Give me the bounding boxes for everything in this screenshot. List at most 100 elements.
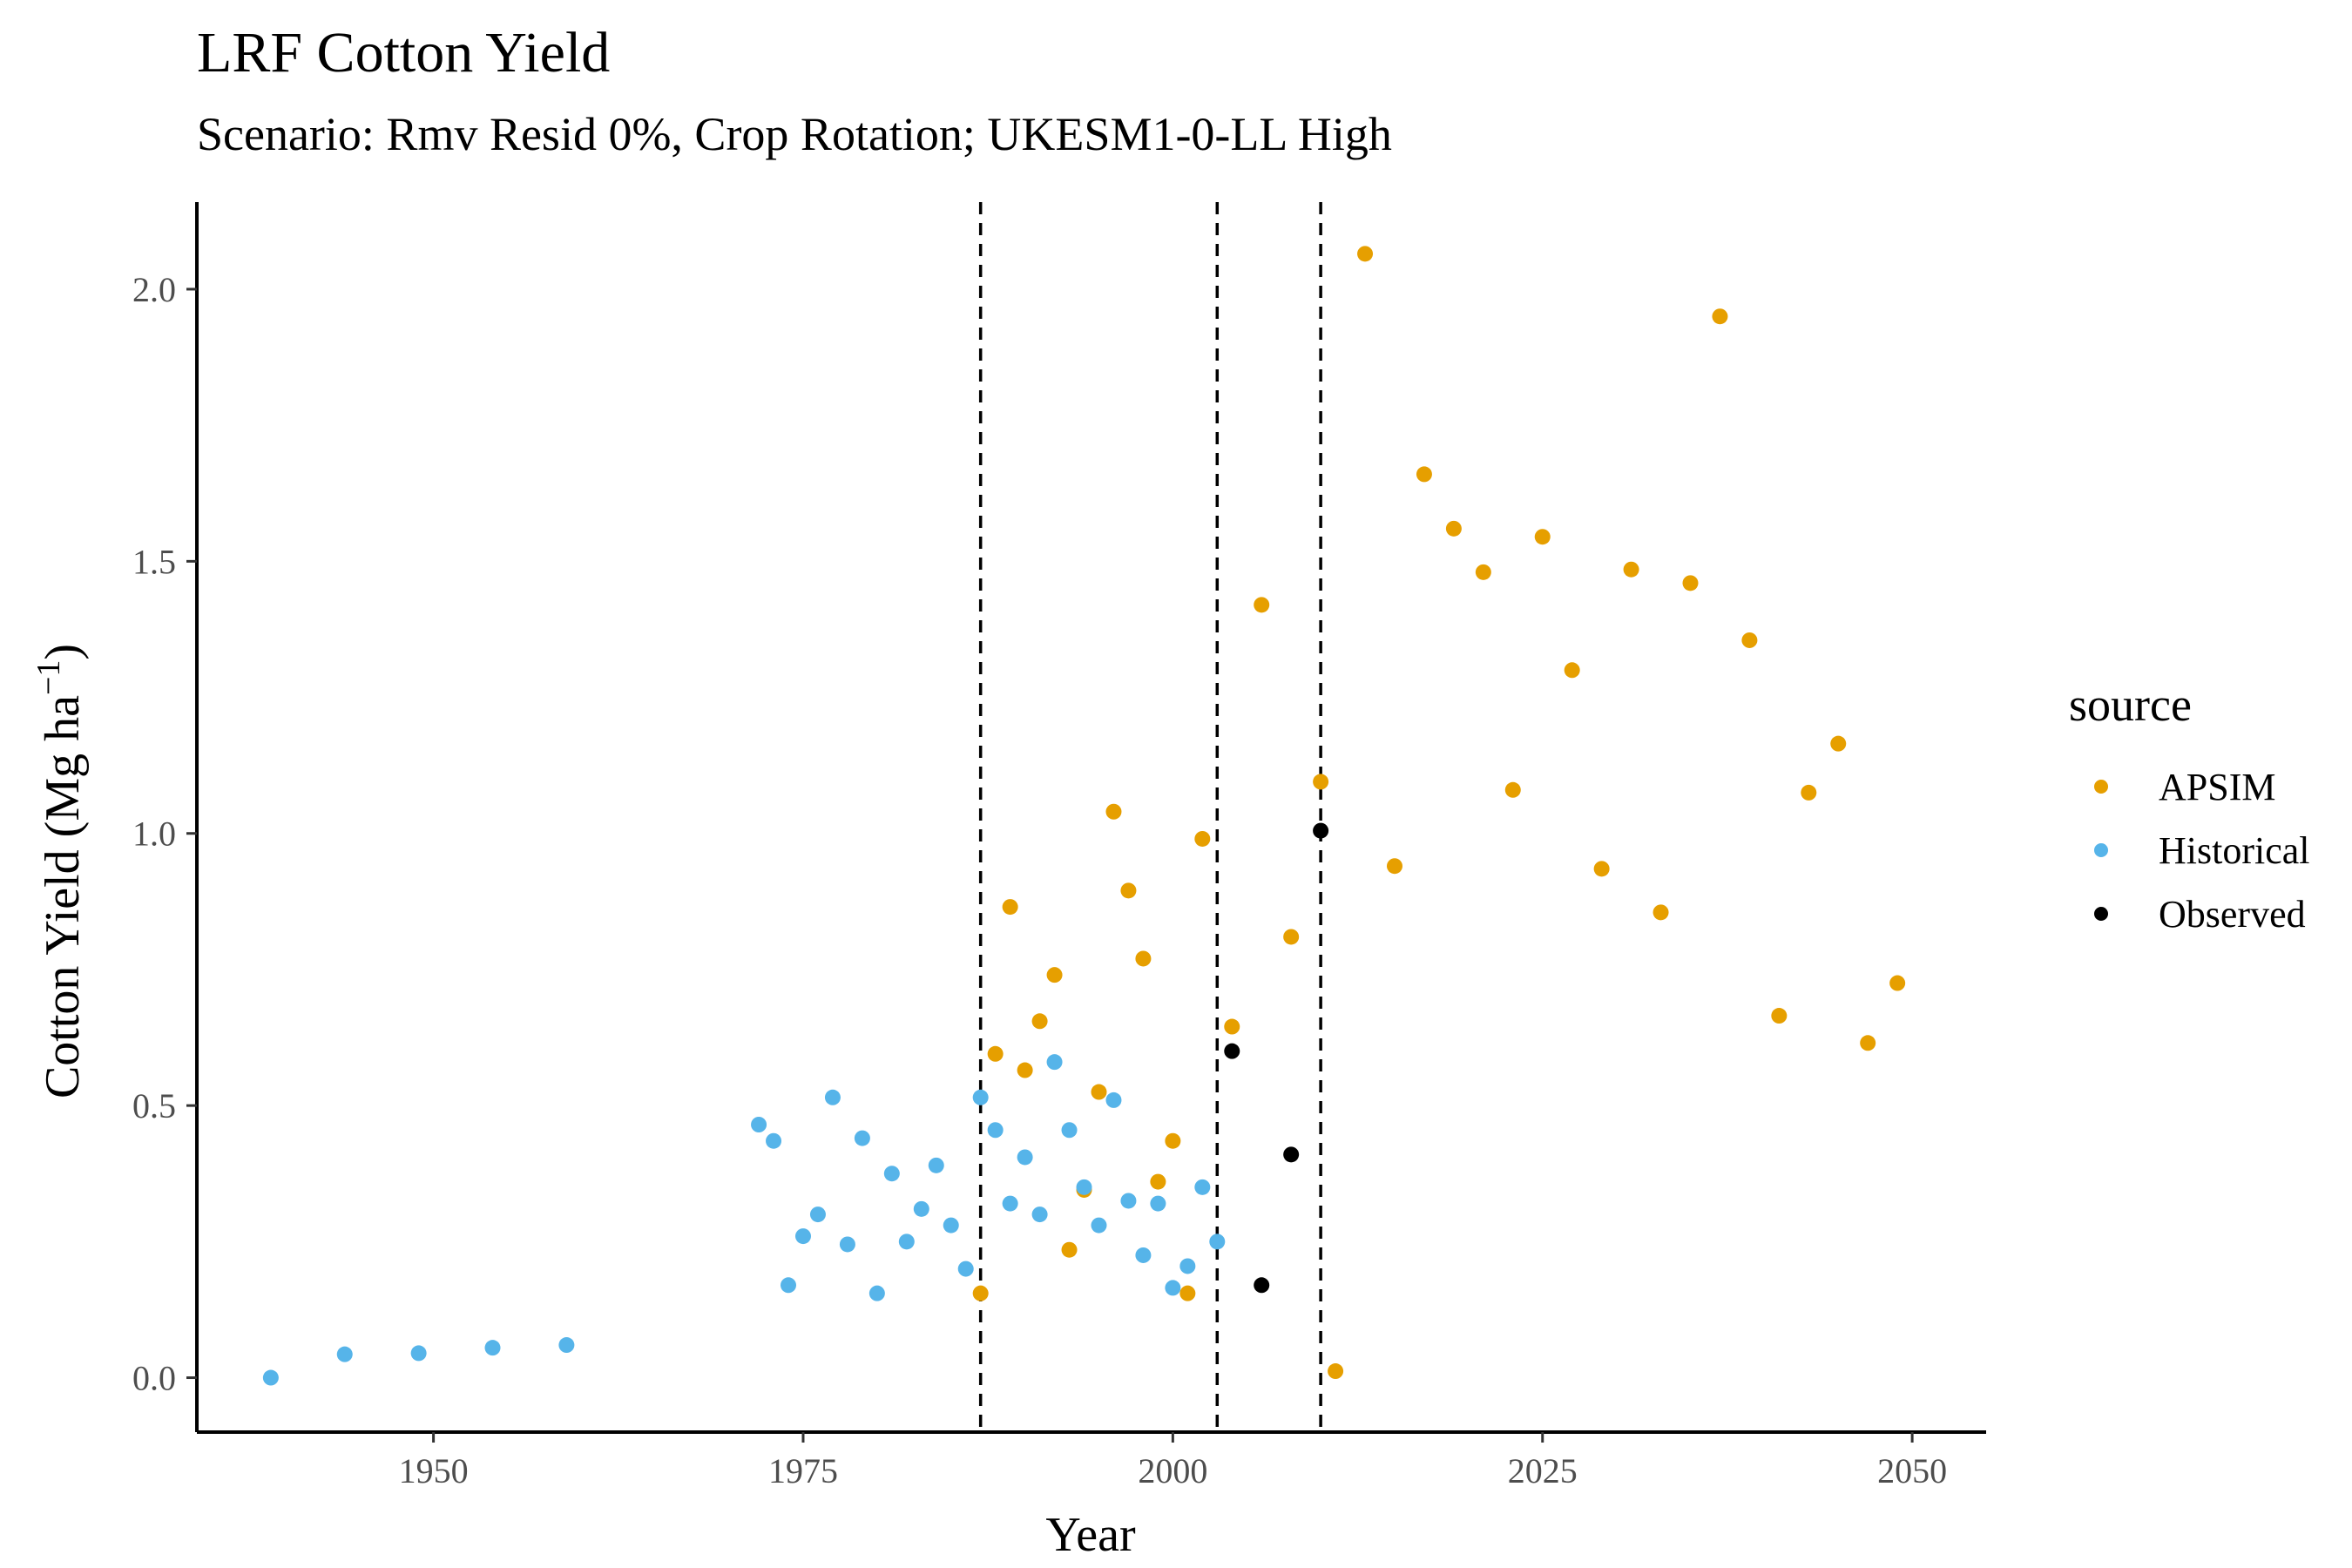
historical-point bbox=[809, 1206, 826, 1223]
apsim-point bbox=[1120, 882, 1137, 899]
historical-point bbox=[751, 1117, 767, 1132]
historical-point bbox=[883, 1166, 900, 1182]
apsim-point bbox=[1194, 830, 1211, 847]
historical-point bbox=[766, 1132, 782, 1149]
apsim-point bbox=[1860, 1035, 1876, 1051]
historical-point bbox=[972, 1089, 989, 1105]
historical-point bbox=[1165, 1280, 1181, 1296]
historical-point bbox=[1091, 1217, 1107, 1233]
y-tick-label: 0.0 bbox=[132, 1359, 176, 1398]
apsim-point bbox=[1150, 1173, 1166, 1190]
observed-point bbox=[1313, 822, 1329, 839]
apsim-point bbox=[1313, 774, 1329, 790]
y-tick-label: 2.0 bbox=[132, 270, 176, 309]
historical-point bbox=[410, 1345, 427, 1362]
x-axis-title: Year bbox=[1045, 1508, 1136, 1562]
y-tick-label: 1.0 bbox=[132, 814, 176, 854]
historical-point bbox=[1017, 1149, 1033, 1166]
apsim-point bbox=[1889, 975, 1906, 991]
historical-point bbox=[913, 1200, 929, 1217]
apsim-point bbox=[1061, 1241, 1078, 1258]
historical-point bbox=[558, 1337, 575, 1354]
observed-point bbox=[1224, 1043, 1240, 1059]
historical-point bbox=[262, 1369, 279, 1386]
apsim-point bbox=[1771, 1008, 1788, 1024]
historical-point bbox=[957, 1260, 974, 1277]
apsim-point bbox=[1254, 597, 1270, 613]
apsim-point bbox=[1046, 967, 1063, 983]
apsim-point bbox=[1328, 1363, 1344, 1380]
apsim-point bbox=[1031, 1013, 1048, 1030]
apsim-point bbox=[1091, 1084, 1107, 1100]
reference-lines bbox=[978, 202, 1322, 1432]
historical-point bbox=[336, 1346, 353, 1362]
historical-point bbox=[1061, 1122, 1078, 1139]
historical-point bbox=[1135, 1247, 1152, 1263]
observed-point bbox=[1254, 1277, 1270, 1294]
historical-point bbox=[928, 1157, 944, 1173]
legend-label-apsim: APSIM bbox=[2159, 766, 2276, 808]
y-axis-title-close: ) bbox=[36, 644, 90, 660]
historical-point bbox=[1046, 1054, 1063, 1071]
historical-point bbox=[794, 1228, 811, 1245]
apsim-point bbox=[1017, 1062, 1033, 1078]
historical-point bbox=[1076, 1179, 1092, 1195]
historical-point bbox=[839, 1236, 855, 1253]
historical-point bbox=[854, 1130, 870, 1146]
chart-subtitle: Scenario: Rmv Resid 0%, Crop Rotation; U… bbox=[197, 108, 1392, 160]
apsim-point bbox=[1504, 781, 1521, 798]
historical-point bbox=[1002, 1195, 1018, 1212]
apsim-point bbox=[1357, 246, 1374, 262]
apsim-point bbox=[987, 1045, 1004, 1062]
chart-title: LRF Cotton Yield bbox=[197, 21, 610, 84]
plot-area: 1950 1975 2000 2025 2050 0.0 0.5 1.0 1.5 2.0 bbox=[132, 202, 1986, 1490]
apsim-point bbox=[1002, 899, 1018, 916]
apsim-point bbox=[972, 1285, 989, 1301]
apsim-point bbox=[1534, 529, 1551, 545]
apsim-point bbox=[1741, 632, 1758, 648]
y-axis-ticks: 0.0 0.5 1.0 1.5 2.0 bbox=[132, 270, 197, 1398]
apsim-point bbox=[1105, 803, 1122, 820]
apsim-point bbox=[1712, 308, 1728, 325]
apsim-point bbox=[1623, 561, 1639, 578]
apsim-point bbox=[1165, 1132, 1181, 1149]
historical-point bbox=[781, 1277, 797, 1294]
apsim-point bbox=[1224, 1018, 1240, 1035]
apsim-point bbox=[1682, 575, 1699, 591]
y-axis-title-main: Cotton Yield (Mg ha bbox=[36, 695, 90, 1098]
x-tick-label: 1975 bbox=[768, 1451, 838, 1490]
y-tick-label: 0.5 bbox=[132, 1086, 176, 1125]
legend-label-historical: Historical bbox=[2159, 829, 2310, 872]
apsim-point bbox=[1416, 466, 1432, 483]
apsim-point bbox=[1593, 861, 1610, 877]
data-points bbox=[262, 246, 1906, 1386]
apsim-point bbox=[1445, 520, 1462, 537]
x-tick-label: 1950 bbox=[399, 1451, 469, 1490]
apsim-point bbox=[1652, 904, 1669, 921]
x-tick-label: 2000 bbox=[1138, 1451, 1207, 1490]
legend-entries: APSIM Historical Observed bbox=[2094, 766, 2310, 936]
legend-key-apsim bbox=[2094, 780, 2108, 794]
apsim-point bbox=[1830, 735, 1847, 752]
historical-point bbox=[1179, 1258, 1196, 1274]
y-axis-title: Cotton Yield (Mg ha−1) bbox=[30, 644, 90, 1098]
legend-title: source bbox=[2069, 679, 2192, 731]
apsim-point bbox=[1283, 929, 1300, 945]
apsim-point bbox=[1564, 662, 1580, 679]
historical-point bbox=[1120, 1193, 1137, 1209]
apsim-point bbox=[1801, 784, 1817, 801]
legend-key-historical bbox=[2094, 843, 2108, 857]
historical-point bbox=[1031, 1206, 1048, 1223]
apsim-point bbox=[1386, 858, 1402, 875]
observed-point bbox=[1283, 1146, 1300, 1163]
historical-point bbox=[868, 1285, 885, 1301]
y-tick-label: 1.5 bbox=[132, 542, 176, 581]
historical-point bbox=[1150, 1195, 1166, 1212]
historical-point bbox=[824, 1089, 841, 1105]
apsim-point bbox=[1475, 564, 1491, 580]
apsim-point bbox=[1179, 1285, 1196, 1301]
legend: source APSIM Historical Observed bbox=[2069, 679, 2310, 936]
legend-key-observed bbox=[2094, 907, 2108, 921]
